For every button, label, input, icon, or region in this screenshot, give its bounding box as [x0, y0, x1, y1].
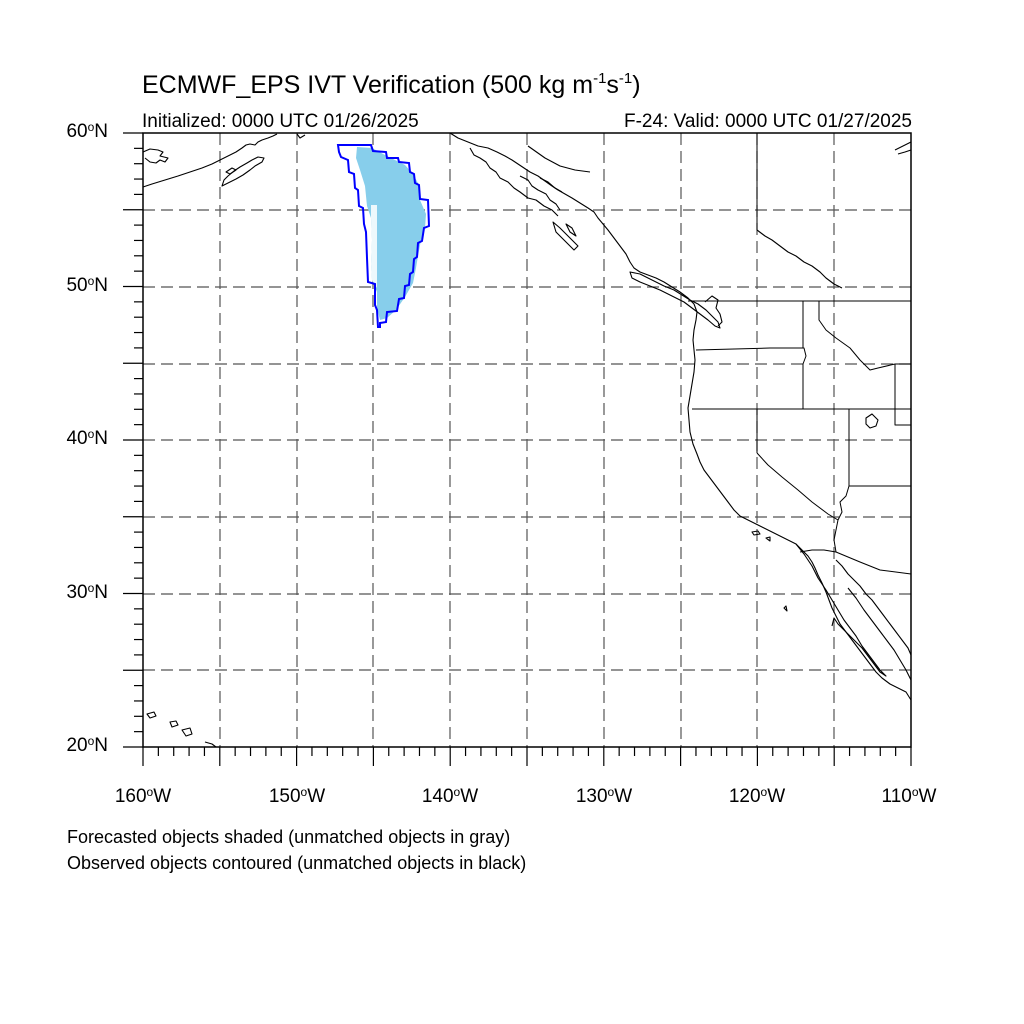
lat-label-20n: 20oN [66, 734, 108, 756]
forecast-object-light-gap [371, 205, 377, 288]
lon-label-120w: 120oW [728, 785, 786, 807]
chart-title: ECMWF_EPS IVT Verification (500 kg m-1s-… [142, 70, 641, 99]
valid-time: F-24: Valid: 0000 UTC 01/27/2025 [624, 111, 912, 132]
lat-label-50n: 50oN [66, 274, 108, 296]
lat-label-40n: 40oN [66, 427, 108, 449]
lon-label-160w: 160oW [114, 785, 172, 807]
coastlines [142, 132, 912, 748]
lon-label-140w: 140oW [421, 785, 479, 807]
lon-label-110w: 110oW [881, 785, 937, 807]
lon-label-150w: 150oW [268, 785, 326, 807]
note-forecast-objects: Forecasted objects shaded (unmatched obj… [67, 827, 511, 847]
note-observed-objects: Observed objects contoured (unmatched ob… [67, 853, 527, 873]
lat-label-30n: 30oN [66, 581, 108, 603]
initialized-time: Initialized: 0000 UTC 01/26/2025 [142, 111, 419, 132]
lon-label-130w: 130oW [575, 785, 633, 807]
lat-label-60n: 60oN [66, 120, 108, 142]
axis-ticks [123, 132, 912, 766]
observed-object-contour [336, 144, 431, 328]
grid-lines [143, 133, 911, 747]
political-borders [688, 133, 912, 575]
